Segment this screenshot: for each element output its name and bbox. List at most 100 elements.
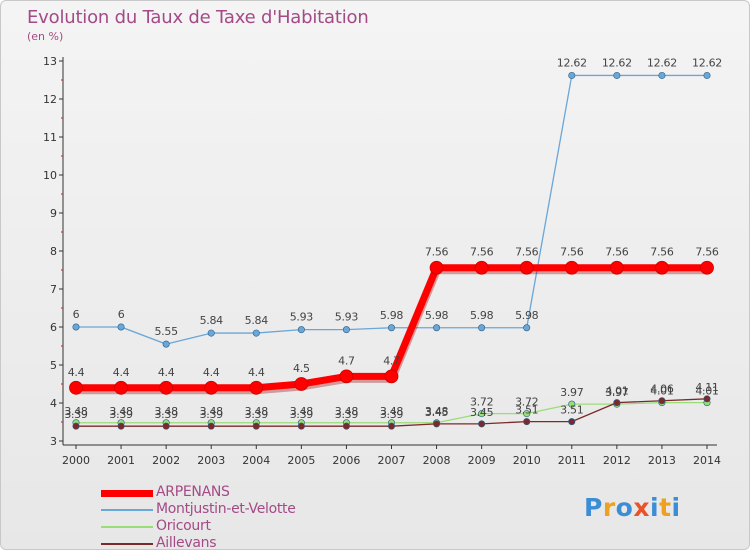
data-point-aillevans — [207, 422, 215, 430]
data-label-oricourt: 3.72 — [470, 396, 493, 409]
y-tick-label: 13 — [43, 55, 57, 68]
logo-letter: i — [671, 493, 681, 522]
data-point-arpenans — [159, 380, 174, 395]
data-point-aillevans — [117, 422, 125, 430]
data-point-arpenans — [249, 380, 264, 395]
x-tick-label: 2002 — [152, 454, 180, 467]
x-tick-label: 2012 — [603, 454, 631, 467]
legend-label-montjustin: Montjustin-et-Velotte — [156, 501, 296, 517]
data-point-montjustin-et-velotte — [207, 329, 215, 337]
data-point-montjustin-et-velotte — [523, 324, 531, 332]
data-label-montjustin-et-velotte: 6 — [118, 308, 125, 321]
data-point-montjustin-et-velotte — [433, 324, 441, 332]
data-point-arpenans — [609, 260, 624, 275]
x-tick-label: 2005 — [287, 454, 315, 467]
data-label-oricourt: 3.48 — [200, 405, 224, 418]
legend-swatch-oricourt — [101, 526, 153, 528]
logo-letter: i — [650, 493, 660, 522]
data-point-aillevans — [342, 422, 350, 430]
data-point-oricourt — [523, 410, 531, 418]
logo-letter: o — [615, 493, 634, 522]
data-point-aillevans — [72, 422, 80, 430]
legend-swatch-aillevans — [101, 543, 153, 545]
data-label-montjustin-et-velotte: 5.84 — [200, 314, 224, 327]
x-tick-label: 2006 — [332, 454, 360, 467]
data-label-aillevans: 3.39 — [335, 408, 359, 421]
y-tick-label: 12 — [43, 93, 57, 106]
data-label-oricourt: 3.48 — [109, 405, 133, 418]
legend-swatch-montjustin — [101, 509, 153, 511]
x-tick-label: 2010 — [513, 454, 541, 467]
data-point-aillevans — [523, 418, 531, 426]
data-point-montjustin-et-velotte — [162, 340, 170, 348]
data-label-arpenans: 7.56 — [650, 246, 674, 259]
data-label-aillevans: 3.39 — [154, 408, 178, 421]
data-label-aillevans: 3.39 — [200, 408, 224, 421]
data-label-montjustin-et-velotte: 12.62 — [557, 56, 587, 69]
data-point-aillevans — [252, 422, 260, 430]
data-point-aillevans — [478, 420, 486, 428]
data-label-arpenans: 7.56 — [470, 246, 494, 259]
data-label-aillevans: 4.11 — [695, 381, 718, 394]
logo-letter: r — [602, 493, 616, 522]
data-point-arpenans — [519, 260, 534, 275]
y-tick-label: 7 — [50, 283, 57, 296]
legend-label-aillevans: Aillevans — [156, 535, 217, 550]
data-label-arpenans: 4.4 — [68, 366, 85, 379]
data-label-aillevans: 3.39 — [380, 408, 404, 421]
x-tick-label: 2007 — [378, 454, 406, 467]
data-point-montjustin-et-velotte — [72, 323, 80, 331]
data-label-aillevans: 3.39 — [290, 408, 314, 421]
data-point-arpenans — [429, 260, 444, 275]
data-label-arpenans: 4.4 — [203, 366, 220, 379]
y-tick-label: 11 — [43, 131, 57, 144]
y-tick-label: 10 — [43, 169, 57, 182]
data-point-aillevans — [703, 395, 711, 403]
chart-subtitle: (en %) — [27, 30, 64, 43]
data-label-oricourt: 3.48 — [425, 405, 449, 418]
y-tick-label: 5 — [50, 359, 57, 372]
y-tick-label: 4 — [50, 397, 57, 410]
data-label-oricourt: 3.48 — [154, 405, 178, 418]
data-label-arpenans: 7.56 — [425, 246, 449, 259]
data-point-montjustin-et-velotte — [478, 324, 486, 332]
y-tick-label: 9 — [50, 207, 57, 220]
y-tick-label: 8 — [50, 245, 57, 258]
data-label-arpenans: 4.4 — [158, 366, 175, 379]
data-label-montjustin-et-velotte: 6 — [73, 308, 80, 321]
data-label-aillevans: 4.06 — [650, 383, 674, 396]
y-tick-label: 6 — [50, 321, 57, 334]
data-label-montjustin-et-velotte: 12.62 — [602, 56, 632, 69]
data-label-aillevans: 3.39 — [64, 408, 88, 421]
x-tick-label: 2001 — [107, 454, 135, 467]
data-label-arpenans: 4.7 — [338, 354, 355, 367]
data-label-montjustin-et-velotte: 5.98 — [425, 309, 449, 322]
data-point-montjustin-et-velotte — [568, 71, 576, 79]
x-tick-label: 2013 — [648, 454, 676, 467]
data-label-arpenans: 4.7 — [383, 354, 400, 367]
data-point-arpenans — [204, 380, 219, 395]
data-point-arpenans — [294, 377, 309, 391]
data-point-montjustin-et-velotte — [342, 326, 350, 334]
data-label-oricourt: 3.72 — [515, 396, 538, 409]
data-label-aillevans: 3.51 — [515, 404, 538, 417]
data-point-arpenans — [69, 380, 83, 395]
data-label-arpenans: 7.56 — [695, 246, 719, 259]
x-tick-label: 2004 — [242, 454, 270, 467]
data-point-montjustin-et-velotte — [703, 71, 711, 79]
legend-swatch-arpenans — [101, 489, 153, 497]
data-point-arpenans — [384, 369, 399, 384]
data-label-oricourt: 3.48 — [290, 405, 314, 418]
data-label-aillevans: 3.39 — [245, 408, 269, 421]
y-tick-label: 3 — [50, 435, 57, 448]
data-point-aillevans — [613, 399, 621, 407]
x-tick-label: 2009 — [468, 454, 496, 467]
data-label-montjustin-et-velotte: 5.98 — [380, 309, 404, 322]
data-point-aillevans — [658, 397, 666, 405]
data-point-arpenans — [700, 260, 714, 275]
data-point-arpenans — [564, 260, 579, 275]
data-label-arpenans: 4.4 — [248, 366, 265, 379]
data-label-montjustin-et-velotte: 5.98 — [470, 309, 494, 322]
